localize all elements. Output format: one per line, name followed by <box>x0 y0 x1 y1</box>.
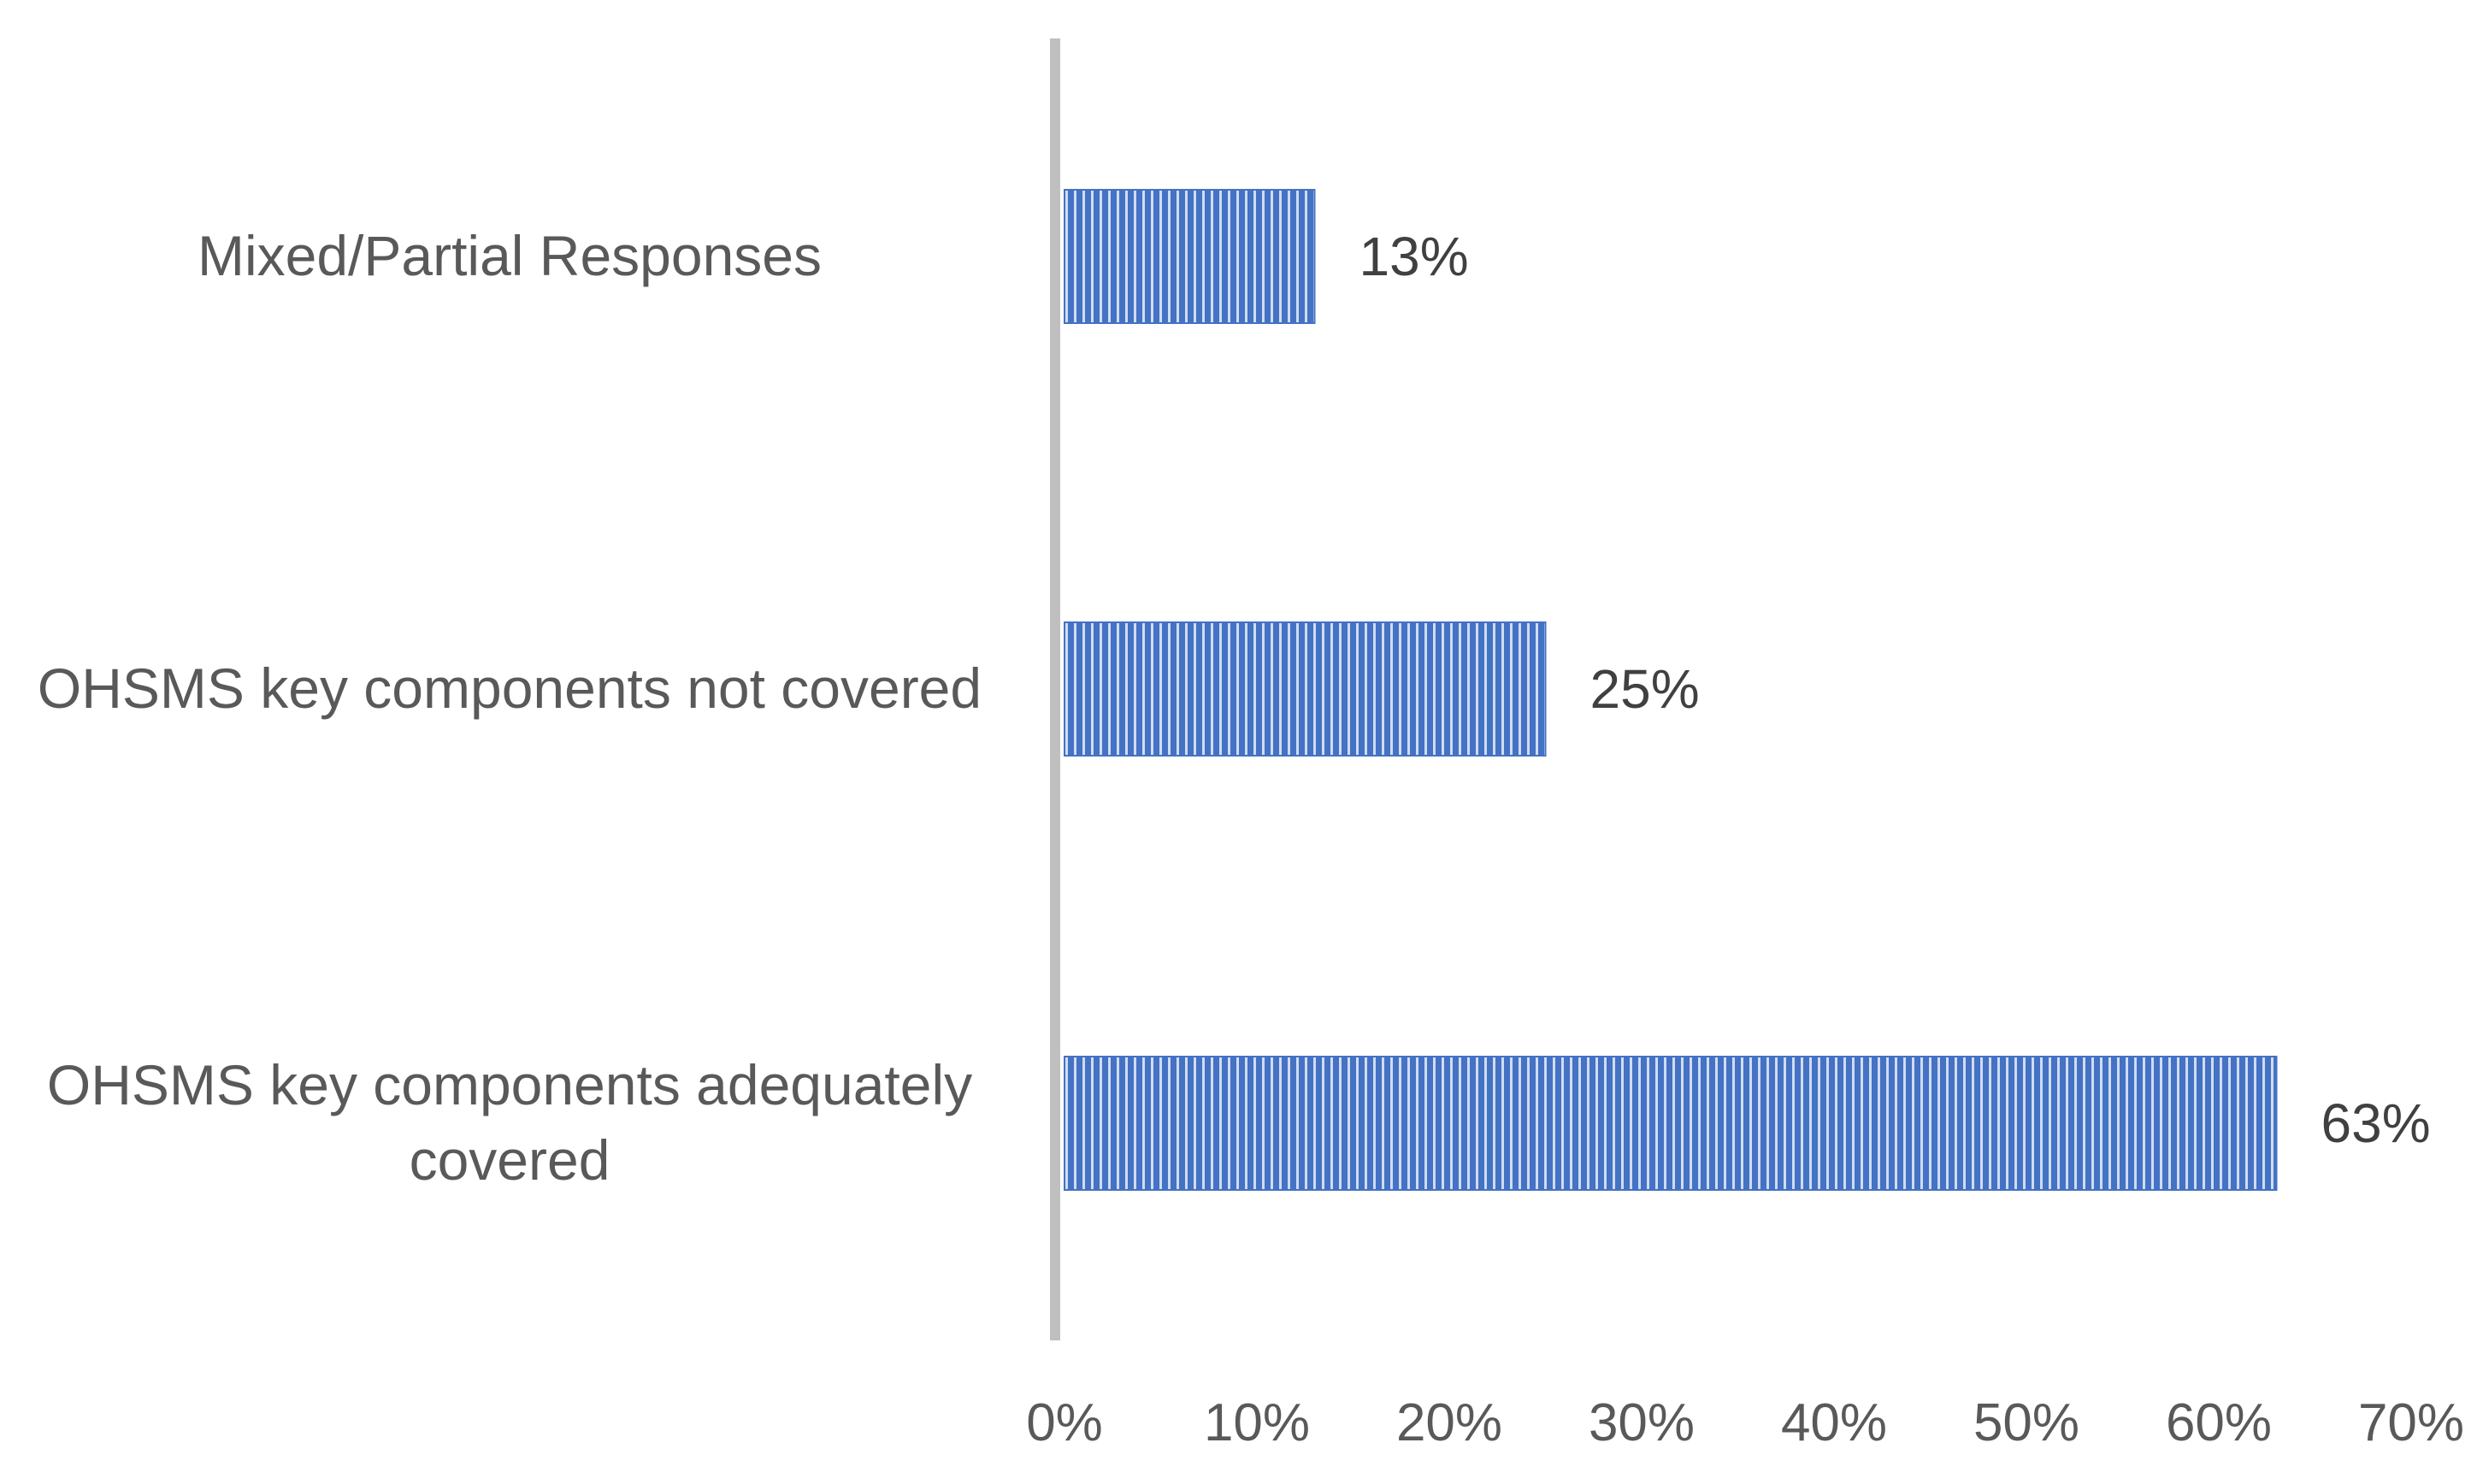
category-label-line: covered <box>410 1128 610 1192</box>
x-tick-label: 60% <box>2166 1393 2272 1452</box>
x-tick-label: 40% <box>1781 1393 1887 1452</box>
x-tick-label: 50% <box>1973 1393 2079 1452</box>
bar-2 <box>1064 1056 2278 1191</box>
data-label-2: 63% <box>2321 1092 2431 1154</box>
category-labels: Mixed/Partial Responses OHSMS key compone… <box>38 224 982 1192</box>
x-axis-tick-labels: 0% 10% 20% 30% 40% 50% 60% 70% <box>1026 1393 2464 1452</box>
category-label-line: OHSMS key components adequately <box>47 1053 972 1116</box>
x-tick-label: 70% <box>2358 1393 2464 1452</box>
category-label-line: Mixed/Partial Responses <box>198 224 822 287</box>
data-labels: 13% 25% 63% <box>1359 226 2431 1154</box>
x-tick-label: 10% <box>1204 1393 1310 1452</box>
category-label-line: OHSMS key components not covered <box>38 657 982 720</box>
x-tick-label: 20% <box>1396 1393 1502 1452</box>
category-label-0: Mixed/Partial Responses <box>198 224 822 287</box>
bar-0 <box>1064 189 1316 324</box>
data-label-0: 13% <box>1359 226 1469 287</box>
x-tick-label: 0% <box>1026 1393 1103 1452</box>
x-tick-label: 30% <box>1589 1393 1695 1452</box>
bar-1 <box>1064 621 1547 757</box>
category-label-2: OHSMS key components adequately covered <box>47 1053 972 1192</box>
data-label-1: 25% <box>1590 658 1700 720</box>
category-label-1: OHSMS key components not covered <box>38 657 982 720</box>
bars-layer <box>1064 189 2278 1191</box>
